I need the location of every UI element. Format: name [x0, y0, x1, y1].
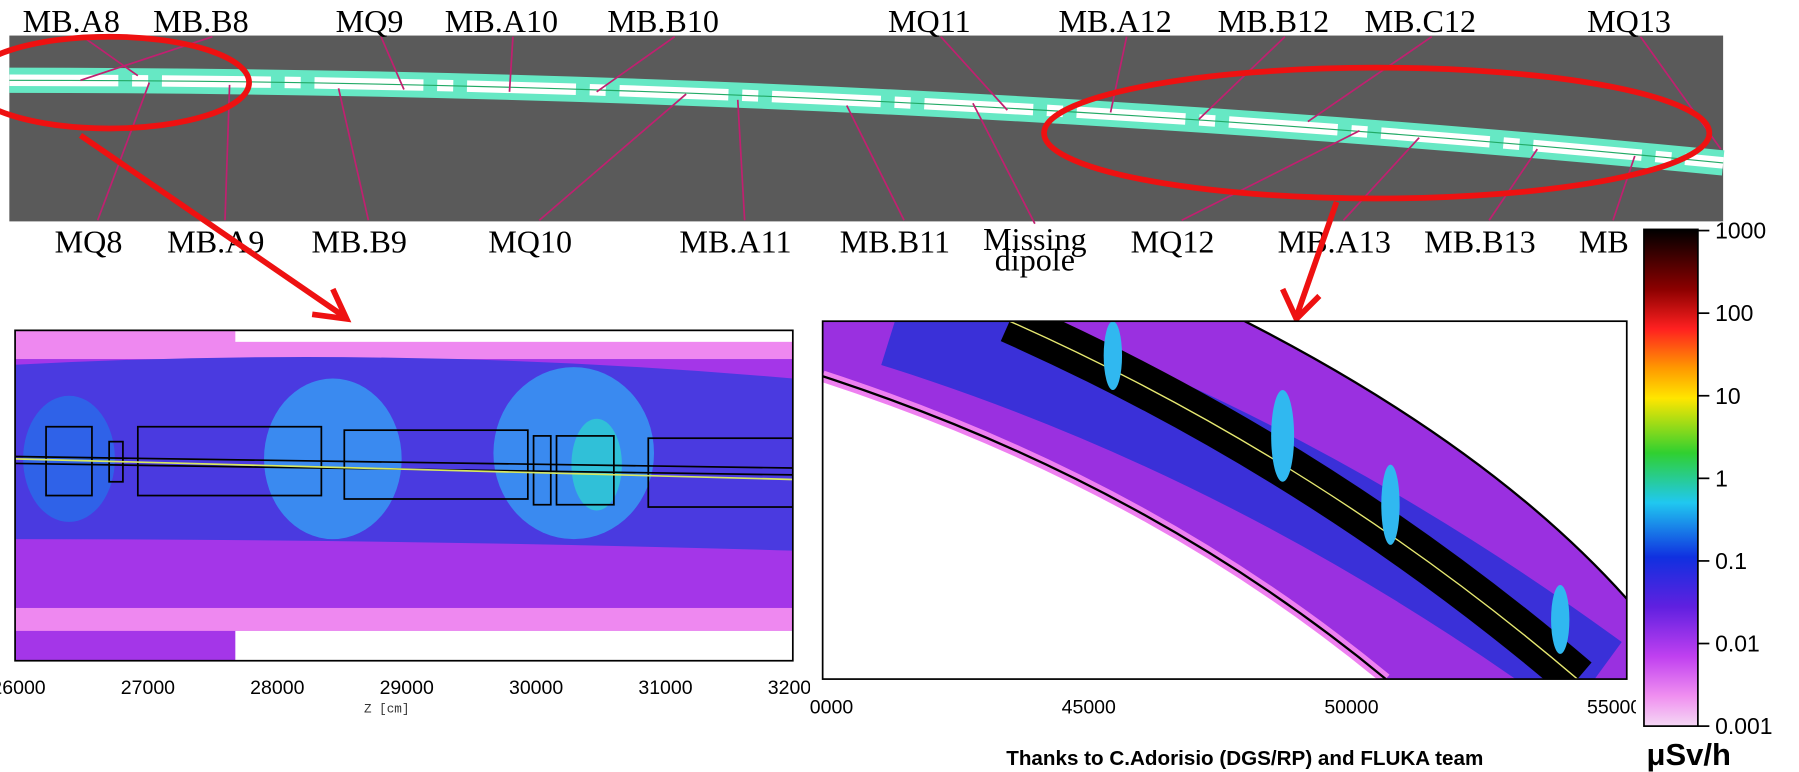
leader: [1342, 137, 1420, 221]
x-tick-label: 30000: [509, 677, 563, 699]
x-tick-label: 27000: [121, 677, 175, 699]
x-tick-label: 26000: [0, 677, 46, 699]
x-tick-label: 28000: [250, 677, 304, 699]
leader: [972, 102, 1036, 225]
credit: Thanks to C.Adorisio (DGS/RP) and FLUKA …: [1006, 747, 1483, 770]
x-tick-label: 55000: [1587, 696, 1641, 718]
x-tick-label: 32000: [768, 677, 822, 699]
magnet-label: MB.A11: [679, 223, 791, 259]
colorbar-ticks: 1000 100 10 1 0.1 0.01 0.001: [1697, 218, 1772, 739]
magnet-label: MB.B11: [840, 223, 950, 259]
leader: [1307, 35, 1433, 123]
left-map: [15, 330, 793, 661]
x-axis-label: Z [cm]: [364, 702, 409, 716]
magnet-label: MB: [1579, 223, 1629, 259]
highlight-left: [0, 33, 252, 132]
right-x-axis: 40000 45000 50000 55000: [799, 696, 1641, 718]
leader: [96, 82, 151, 221]
colorbar: [1643, 228, 1699, 727]
leader: [1612, 155, 1636, 221]
magnet-label: MB.B10: [607, 3, 719, 39]
x-tick-label: 31000: [638, 677, 692, 699]
magnet-label: MQ8: [55, 223, 123, 259]
leader: [538, 93, 687, 221]
leader: [940, 36, 1008, 111]
colorbar-tick-label: 1: [1715, 465, 1728, 491]
leader: [337, 88, 370, 221]
arrows: [78, 132, 1340, 324]
magnet-label: MB.A13: [1278, 223, 1391, 259]
leader: [508, 36, 514, 92]
x-tick-label: 40000: [799, 696, 853, 718]
magnet-label: MB.A10: [445, 3, 558, 39]
magnet-label: MQ12: [1131, 223, 1215, 259]
magnet-label: MQ9: [336, 3, 404, 39]
magnet-label: MB.B8: [153, 3, 248, 39]
beam-line: [9, 79, 1724, 164]
magnet-label: Missing: [983, 221, 1087, 257]
magnet-labels: MB.A8 MB.B8 MQ9 MB.A10 MB.B10 MQ11 MB.A12 MB.B1…: [23, 3, 1671, 278]
magnet-label: MQ11: [888, 3, 971, 39]
leader: [845, 105, 905, 221]
leader: [82, 36, 139, 77]
magnet-label: MB.B13: [1424, 223, 1536, 259]
magnet-label: MQ10: [488, 223, 572, 259]
colorbar-tick-label: 0.001: [1715, 713, 1772, 739]
colorbar-tick-label: 10: [1715, 383, 1741, 409]
leader: [1198, 36, 1286, 120]
leader-lines: [80, 35, 1722, 225]
colorbar-unit: μSv/h: [1647, 737, 1731, 772]
right-map: [822, 321, 1627, 680]
magnet-label: MB.C12: [1365, 3, 1477, 39]
x-tick-label: 45000: [1062, 696, 1116, 718]
leader: [380, 36, 405, 90]
x-tick-label: 29000: [380, 677, 434, 699]
magnet-label: MB.B9: [311, 223, 406, 259]
left-x-axis: 26000 27000 28000 29000 30000 31000 32000: [0, 677, 822, 699]
x-tick-label: 50000: [1324, 696, 1378, 718]
magnet-label: MB.A8: [23, 3, 120, 39]
leader: [1488, 148, 1539, 221]
colorbar-tick-label: 100: [1715, 300, 1753, 326]
magnet-label: MQ13: [1587, 3, 1671, 39]
leader: [596, 36, 676, 93]
left-frame: [14, 329, 794, 662]
colorbar-tick-label: 0.1: [1715, 548, 1747, 574]
magnet-label: MB.A12: [1059, 3, 1172, 39]
colorbar-tick-label: 1000: [1715, 218, 1766, 244]
leader: [1181, 130, 1360, 222]
magnet-label: MB.B12: [1218, 3, 1330, 39]
right-frame: [821, 320, 1628, 680]
magnet-label: dipole: [995, 242, 1075, 278]
colorbar-tick-label: 0.01: [1715, 631, 1760, 657]
leader: [736, 99, 746, 221]
leader: [1109, 36, 1128, 113]
highlight-right: [1041, 64, 1713, 202]
